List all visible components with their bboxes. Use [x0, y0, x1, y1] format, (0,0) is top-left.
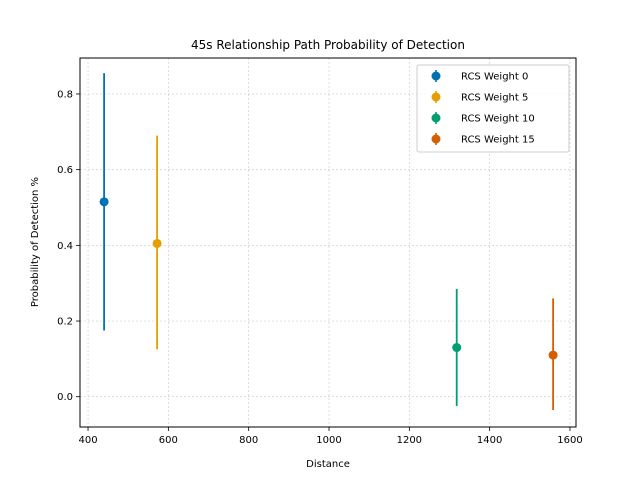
- series-0: [99, 73, 109, 331]
- grid: [80, 58, 576, 427]
- series-1: [152, 135, 162, 350]
- legend-entry: RCS Weight 15: [431, 133, 535, 146]
- y-axis-label: Probability of Detection %: [30, 177, 41, 307]
- axes-frame: [79, 57, 577, 428]
- legend-marker: [431, 134, 441, 144]
- y-tick-label: 0.2: [57, 317, 73, 328]
- legend-entry: RCS Weight 0: [431, 70, 528, 83]
- y-tick-label: 0.8: [57, 89, 73, 100]
- legend-marker: [431, 113, 441, 123]
- x-tick-label: 1000: [316, 435, 341, 446]
- x-tick-label: 1600: [557, 435, 582, 446]
- chart-title: 45s Relationship Path Probability of Det…: [191, 38, 465, 52]
- series-3: [548, 298, 558, 410]
- x-axis: 400 600 800 1000 1200 1400 1600: [78, 427, 583, 446]
- legend: RCS Weight 0 RCS Weight 5 RCS Weight 10 RCS…: [416, 64, 570, 153]
- x-tick-label: 1200: [397, 435, 422, 446]
- legend-frame: [416, 64, 570, 153]
- legend-entry: RCS Weight 5: [431, 91, 528, 104]
- y-tick-label: 0.6: [57, 165, 73, 176]
- legend-label: RCS Weight 5: [461, 93, 528, 104]
- data-point: [548, 350, 558, 360]
- legend-label: RCS Weight 15: [461, 135, 535, 146]
- data-point: [452, 343, 462, 353]
- legend-marker: [431, 71, 441, 81]
- series-layer: [99, 73, 558, 410]
- y-tick-label: 0.4: [57, 241, 73, 252]
- y-tick-label: 0.0: [57, 392, 73, 403]
- x-tick-label: 600: [159, 435, 178, 446]
- legend-entry: RCS Weight 10: [431, 112, 535, 125]
- x-axis-label: Distance: [306, 459, 350, 470]
- x-tick-label: 800: [239, 435, 258, 446]
- legend-marker: [431, 92, 441, 102]
- y-axis: 0.0 0.2 0.4 0.6 0.8: [57, 89, 80, 403]
- x-tick-label: 400: [78, 435, 97, 446]
- data-point: [152, 238, 162, 248]
- data-point: [99, 197, 109, 207]
- legend-label: RCS Weight 10: [461, 114, 535, 125]
- series-2: [452, 288, 462, 407]
- legend-label: RCS Weight 0: [461, 72, 528, 83]
- x-tick-label: 1400: [477, 435, 502, 446]
